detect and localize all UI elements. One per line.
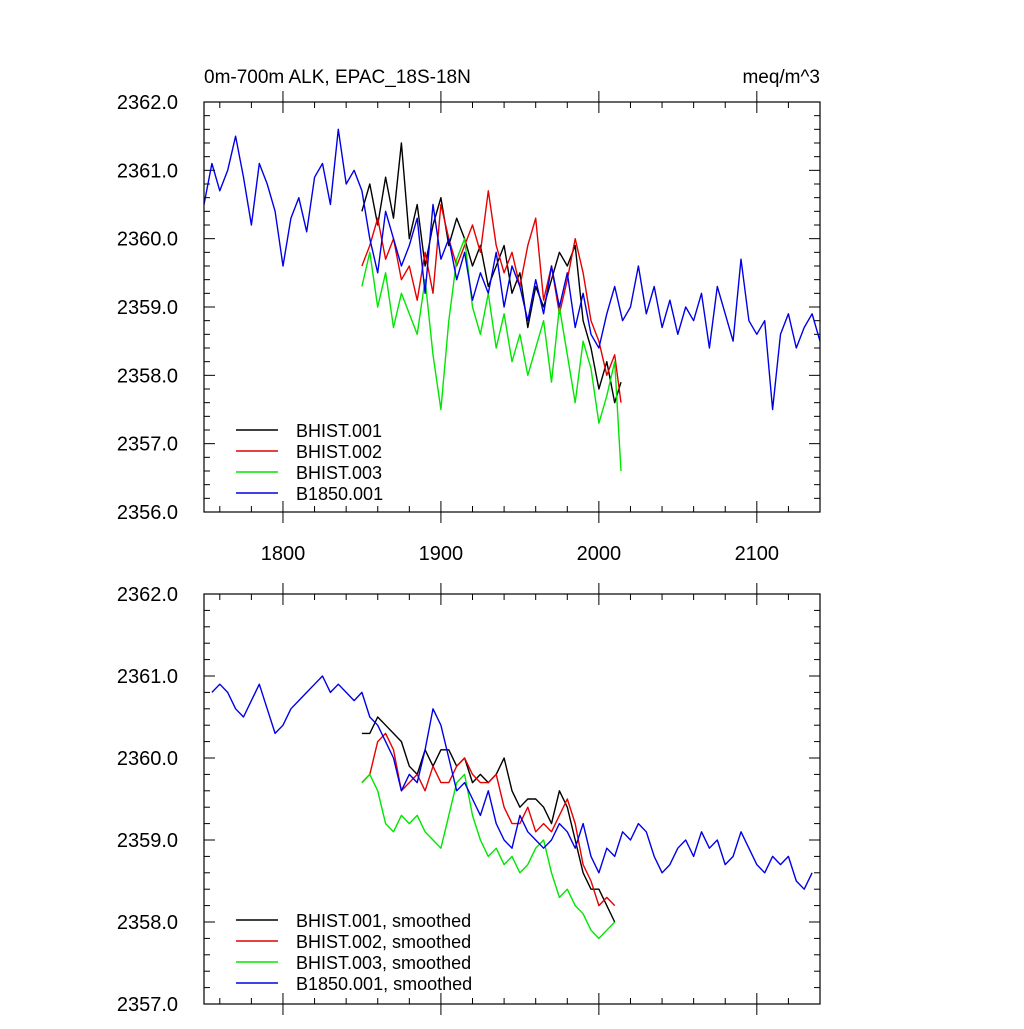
y-tick-label: 2361.0 (117, 666, 178, 688)
series-line (211, 675, 813, 890)
series-line (361, 732, 616, 907)
bottom-plot-frame (203, 593, 821, 1005)
y-tick-label: 2361.0 (117, 160, 178, 182)
legend-label: BHIST.001, smoothed (296, 911, 471, 931)
legend-label: B1850.001 (296, 484, 383, 504)
legend-label: BHIST.001 (296, 421, 382, 441)
top-chart-units: meq/m^3 (742, 67, 820, 88)
legend-label: BHIST.003 (296, 463, 382, 483)
top-chart-title: 0m-700m ALK, EPAC_18S-18N (204, 67, 471, 88)
y-tick-label: 2362.0 (117, 92, 178, 114)
x-tick-label: 1800 (261, 543, 306, 565)
legend-label: BHIST.003, smoothed (296, 953, 471, 973)
y-tick-label: 2357.0 (117, 434, 178, 456)
series-line (361, 773, 616, 940)
top-plot-frame (203, 101, 821, 513)
y-tick-label: 2360.0 (117, 748, 178, 770)
bottom-panel: 2357.0 2358.0 2359.0 2360.0 2361.0 2362.0 BHI… (117, 583, 821, 1016)
y-tick-label: 2358.0 (117, 912, 178, 934)
series-line (361, 237, 622, 472)
y-tick-label: 2360.0 (117, 229, 178, 251)
y-tick-label: 2359.0 (117, 830, 178, 852)
legend-label: BHIST.002, smoothed (296, 932, 471, 952)
y-tick-label: 2358.0 (117, 365, 178, 387)
legend-label: BHIST.002 (296, 442, 382, 462)
x-tick-label: 2000 (577, 543, 622, 565)
y-tick-label: 2359.0 (117, 297, 178, 319)
series-line (203, 128, 821, 411)
x-tick-label: 2100 (735, 543, 780, 565)
x-tick-label: 1900 (419, 543, 464, 565)
y-tick-label: 2356.0 (117, 502, 178, 524)
top-y-tick-labels: 2356.0 2357.0 2358.0 2359.0 2360.0 2361.0 2362… (117, 92, 178, 524)
top-x-tick-labels: 1800 1900 2000 2100 (261, 543, 779, 565)
bottom-y-tick-labels: 2357.0 2358.0 2359.0 2360.0 2361.0 2362.0 (117, 584, 178, 1016)
legend-label: B1850.001, smoothed (296, 974, 472, 994)
series-line (361, 190, 622, 403)
top-series-lines (203, 128, 821, 472)
y-tick-label: 2357.0 (117, 994, 178, 1016)
top-panel: 0m-700m ALK, EPAC_18S-18N meq/m^3 2356.0… (117, 67, 821, 565)
bottom-series-lines (211, 675, 813, 940)
y-tick-label: 2362.0 (117, 584, 178, 606)
